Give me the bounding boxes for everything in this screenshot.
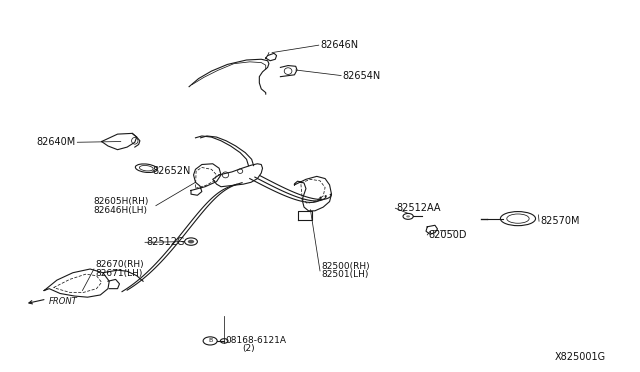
Text: 82605H(RH): 82605H(RH)	[93, 197, 148, 206]
Circle shape	[188, 240, 194, 243]
Text: B: B	[208, 339, 212, 343]
Text: 08168-6121A: 08168-6121A	[225, 336, 287, 346]
Text: X825001G: X825001G	[555, 352, 606, 362]
Text: 82670(RH): 82670(RH)	[95, 260, 144, 269]
Text: 82570M: 82570M	[540, 216, 580, 226]
Text: (2): (2)	[242, 344, 255, 353]
Text: 82654N: 82654N	[342, 71, 381, 81]
Text: 82646N: 82646N	[320, 40, 358, 50]
Text: 82512AA: 82512AA	[397, 203, 441, 213]
Text: 82512G: 82512G	[147, 237, 185, 247]
Text: 82050D: 82050D	[429, 230, 467, 240]
Text: 82501(LH): 82501(LH)	[321, 270, 369, 279]
Text: 82640M: 82640M	[37, 137, 76, 147]
Text: 82671(LH): 82671(LH)	[95, 269, 143, 278]
Circle shape	[406, 215, 410, 218]
Text: 82646H(LH): 82646H(LH)	[93, 206, 147, 215]
Text: FRONT: FRONT	[49, 297, 77, 306]
Text: 82652N: 82652N	[153, 166, 191, 176]
Text: 82500(RH): 82500(RH)	[321, 262, 370, 271]
